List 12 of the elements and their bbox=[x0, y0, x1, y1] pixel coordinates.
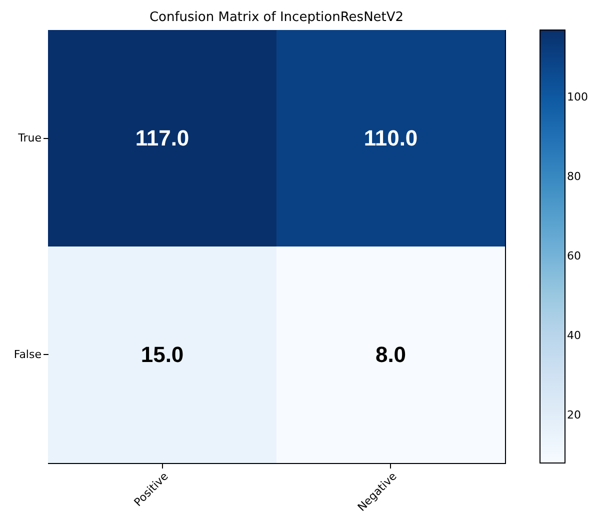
y-tick-label: False bbox=[14, 348, 42, 361]
color-bar-label: 20 bbox=[567, 408, 581, 422]
chart-title: Confusion Matrix of InceptionResNetV2 bbox=[149, 10, 404, 25]
color-bar-label: 40 bbox=[567, 328, 581, 342]
data-label: 15.0 bbox=[140, 342, 184, 367]
data-label: 8.0 bbox=[375, 342, 406, 367]
color-bar-label: 100 bbox=[567, 90, 588, 104]
data-label: 117.0 bbox=[135, 125, 190, 150]
y-tick-label: True bbox=[17, 131, 42, 144]
color-bar-label: 60 bbox=[567, 249, 581, 262]
color-bar-label: 80 bbox=[567, 170, 581, 183]
data-label: 110.0 bbox=[364, 125, 418, 150]
